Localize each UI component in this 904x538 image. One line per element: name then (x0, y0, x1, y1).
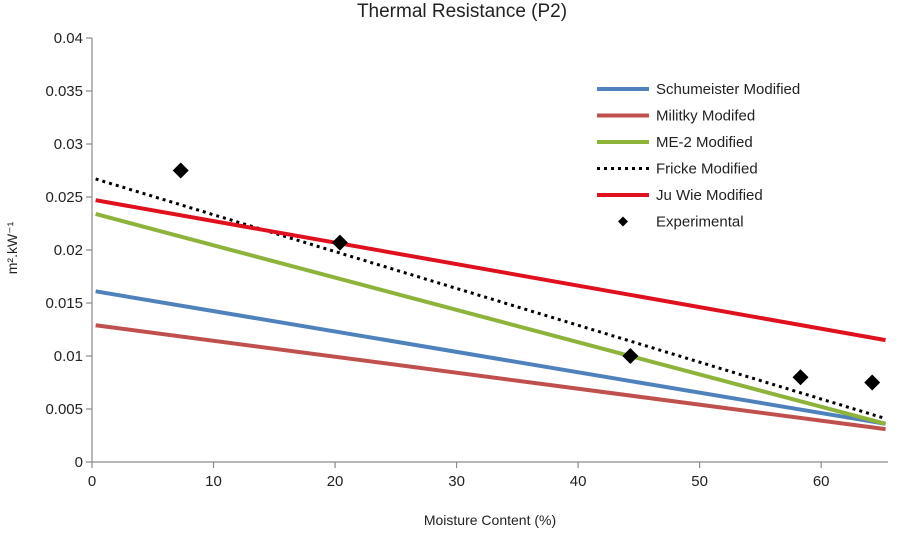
series-line-me-2-modified (95, 212, 887, 426)
x-tick-label: 50 (691, 473, 708, 490)
y-tick-label: 0.035 (45, 83, 83, 100)
y-tick-label: 0 (75, 454, 83, 471)
legend-item: ME-2 Modified (597, 134, 753, 151)
y-tick-label: 0.04 (54, 30, 83, 47)
x-tick-label: 0 (88, 473, 96, 490)
x-axis-title: Moisture Content (%) (424, 512, 556, 528)
ticks: 0 0.005 0.01 0.015 0.02 0.025 0.03 0.035 0.04 0 10… (45, 30, 829, 490)
x-tick-label: 10 (205, 473, 222, 490)
series-line-fricke-modified (95, 177, 887, 420)
plot-area (95, 162, 887, 432)
legend-label: Fricke Modified (656, 161, 758, 178)
legend-item: Ju Wie Modified (597, 187, 763, 204)
legend-swatch (618, 216, 628, 227)
y-tick-label: 0.025 (45, 189, 83, 206)
experimental-point (172, 162, 189, 179)
experimental-point (792, 369, 809, 386)
experimental-point (864, 374, 881, 391)
series-line-ju-wie-modified (95, 198, 886, 343)
x-tick-label: 40 (570, 473, 587, 490)
legend-label: Militky Modifed (656, 108, 755, 125)
y-tick-label: 0.005 (45, 401, 83, 418)
y-axis-title: m².kW⁻¹ (4, 221, 20, 274)
legend-label: ME-2 Modified (656, 134, 753, 151)
chart-title: Thermal Resistance (P2) (357, 1, 567, 22)
series-line-militky-modifed (95, 323, 886, 432)
experimental-point (331, 234, 348, 251)
legend-item: Schumeister Modified (597, 81, 800, 98)
legend-label: Ju Wie Modified (656, 187, 763, 204)
y-tick-label: 0.015 (45, 295, 83, 312)
y-tick-label: 0.01 (54, 348, 83, 365)
experimental-point (622, 348, 639, 364)
legend: Schumeister Modified Militky Modifed ME-2 … (597, 81, 800, 231)
legend-item: Fricke Modified (597, 161, 758, 178)
legend-item: Experimental (618, 214, 744, 231)
legend-item: Militky Modifed (597, 108, 755, 125)
x-tick-label: 20 (327, 473, 344, 490)
y-tick-label: 0.02 (54, 242, 83, 259)
legend-label: Schumeister Modified (656, 81, 800, 98)
legend-label: Experimental (656, 214, 744, 231)
y-tick-label: 0.03 (54, 136, 83, 153)
series-line-schumeister-modified (95, 289, 886, 426)
x-tick-label: 30 (448, 473, 465, 490)
x-tick-label: 60 (813, 473, 830, 490)
